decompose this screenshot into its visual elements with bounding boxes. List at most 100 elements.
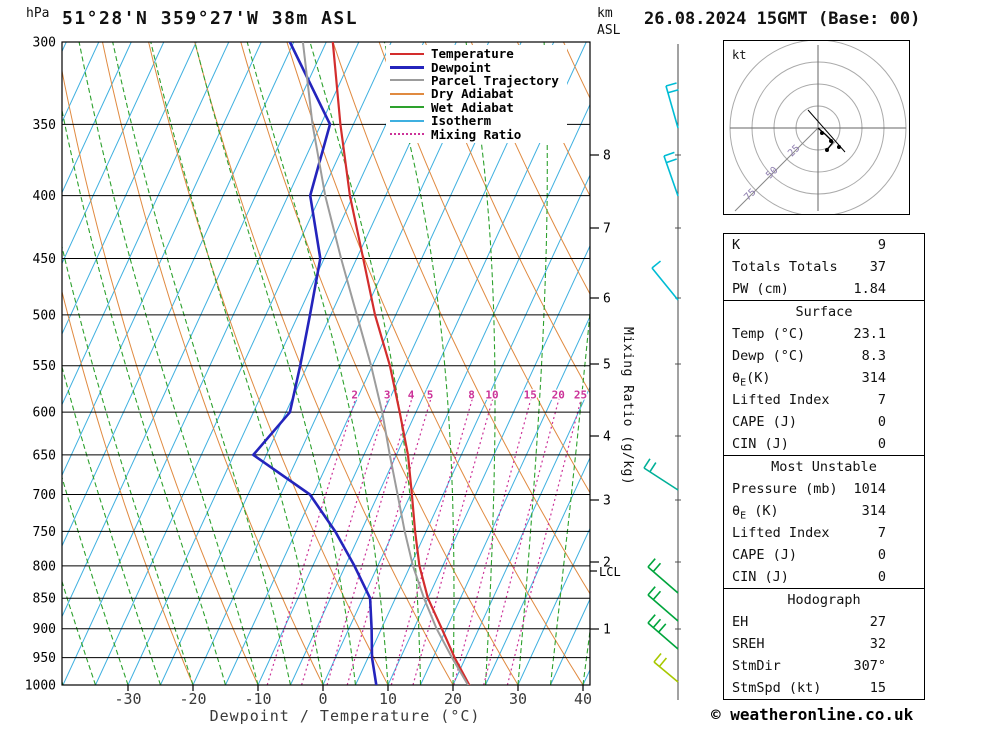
table-row-value: 23.1 — [853, 326, 886, 342]
temp-tick-label: -20 — [179, 690, 206, 708]
table-row: SREH 32 — [724, 633, 924, 655]
table-row-value: 0 — [877, 414, 886, 430]
asl-label: ASL — [597, 23, 621, 38]
table-row-label: CIN (J) — [732, 569, 789, 585]
table-section-title: Most Unstable — [771, 459, 877, 475]
km-tick-label: 4 — [603, 430, 611, 445]
table-row-label: CAPE (J) — [732, 547, 798, 563]
km-label: km — [597, 6, 613, 21]
table-section: Surface Temp (°C) 23.1 Dewp (°C) 8.3 θE(K) 314… — [724, 300, 924, 455]
table-row: StmSpd (kt) 15 — [724, 677, 924, 699]
table-row: StmDir 307° — [724, 655, 924, 677]
table-row: EH 27 — [724, 611, 924, 633]
station-title: 51°28'N 359°27'W 38m ASL — [62, 8, 359, 29]
table-row-value: 8.3 — [861, 348, 886, 364]
km-tick-label: 3 — [603, 494, 611, 509]
mixing-ratio-label: 8 — [468, 388, 475, 401]
legend-item: Wet Adiabat — [390, 99, 559, 115]
table-row: Lifted Index 7 — [724, 522, 924, 544]
table-row: CIN (J) 0 — [724, 566, 924, 588]
table-row-label: Pressure (mb) — [732, 481, 838, 497]
table-row-value: 314 — [861, 503, 886, 519]
table-row-value: 7 — [877, 392, 886, 408]
pressure-gridlines: 300 350 400 450 500 550 600 650 700 750 800 850 900 9… — [25, 36, 590, 694]
table-row-value: 9 — [877, 237, 886, 253]
pressure-tick-label: 900 — [33, 622, 56, 637]
table-section-title: Hodograph — [787, 592, 861, 608]
wind-barb — [643, 458, 679, 491]
temp-tick-label: 40 — [574, 690, 592, 708]
table-row: Temp (°C) 23.1 — [724, 323, 924, 345]
wind-barb — [647, 614, 679, 650]
wind-barb — [653, 653, 679, 683]
mixing-ratio-label: 25 — [574, 388, 587, 401]
table-row-value: 27 — [869, 614, 886, 630]
pressure-tick-label: 1000 — [25, 679, 56, 694]
table-row-label: Totals Totals — [732, 259, 838, 275]
mixing-ratio-axis-label: Mixing Ratio (g/kg) — [620, 327, 635, 486]
legend-item-label: Wet Adiabat — [431, 99, 514, 115]
table-row-label: CAPE (J) — [732, 414, 798, 430]
pressure-tick-label: 550 — [33, 359, 56, 374]
run-datetime-title: 26.08.2024 15GMT (Base: 00) — [644, 9, 921, 29]
legend-item-label: Dewpoint — [431, 59, 492, 75]
temp-tick-label: 10 — [379, 690, 397, 708]
table-row-value: 32 — [869, 636, 886, 652]
mixing-ratio-label: 4 — [408, 388, 415, 401]
wind-barb — [665, 82, 679, 129]
altitude-axis-unit: km ASL — [597, 5, 620, 39]
chart-legend: Temperature Dewpoint Parcel Trajectory Dry … — [386, 45, 567, 143]
wind-barb — [647, 558, 679, 594]
table-section-title: Surface — [795, 304, 853, 320]
table-section: Hodograph EH 27 SREH 32 StmDir 307° StmSpd (kt)… — [724, 588, 924, 699]
legend-item-label: Mixing Ratio — [431, 126, 522, 142]
table-row-label: θE (K) — [732, 503, 779, 522]
hodograph-unit-label: kt — [732, 48, 747, 62]
table-row-label: Dewp (°C) — [732, 348, 806, 364]
pressure-tick-label: 850 — [33, 592, 56, 607]
legend-line-sample — [390, 133, 424, 136]
table-row-label: StmDir — [732, 658, 781, 674]
table-row-value: 15 — [869, 680, 886, 696]
pressure-tick-label: 800 — [33, 559, 56, 574]
legend-line-sample — [390, 106, 424, 109]
mixing-ratio-label: 10 — [485, 388, 498, 401]
profile-dewpoint — [252, 42, 378, 685]
table-row: CAPE (J) 0 — [724, 411, 924, 433]
temp-tick-label: 0 — [318, 690, 327, 708]
pressure-tick-label: 300 — [33, 36, 56, 51]
legend-item-label: Parcel Trajectory — [431, 72, 559, 88]
mixing-ratio-label: 5 — [427, 388, 434, 401]
table-row-label: θE(K) — [732, 370, 771, 389]
table-row-value: 0 — [877, 547, 886, 563]
km-tick-label: 1 — [603, 623, 611, 638]
legend-line-sample — [390, 65, 424, 69]
km-tick-label: 2 — [603, 556, 611, 571]
legend-item-label: Dry Adiabat — [431, 86, 514, 102]
mixing-ratio-label: 20 — [552, 388, 565, 401]
mixing-ratio-label: 3 — [384, 388, 391, 401]
hodograph-trace — [807, 109, 846, 153]
table-row: Dewp (°C) 8.3 — [724, 345, 924, 367]
legend-item: Isotherm — [390, 113, 559, 129]
hodograph-frame — [723, 40, 910, 215]
table-row-value: 1.84 — [853, 281, 886, 297]
legend-item-label: Isotherm — [431, 113, 492, 129]
mixing-ratio-label: 15 — [524, 388, 537, 401]
km-tick-label: 6 — [603, 292, 611, 307]
pressure-tick-label: 950 — [33, 651, 56, 666]
table-row: PW (cm) 1.84 — [724, 278, 924, 300]
table-row: θE(K) 314 — [724, 367, 924, 389]
pressure-axis-unit: hPa — [26, 6, 50, 21]
table-row: Pressure (mb) 1014 — [724, 478, 924, 500]
table-row-label: PW (cm) — [732, 281, 789, 297]
pressure-tick-label: 350 — [33, 118, 56, 133]
table-row-label: K — [732, 237, 741, 253]
legend-line-sample — [390, 52, 424, 55]
table-row-label: Lifted Index — [732, 392, 830, 408]
wind-barb — [663, 151, 679, 197]
profile-parcel — [301, 42, 470, 685]
